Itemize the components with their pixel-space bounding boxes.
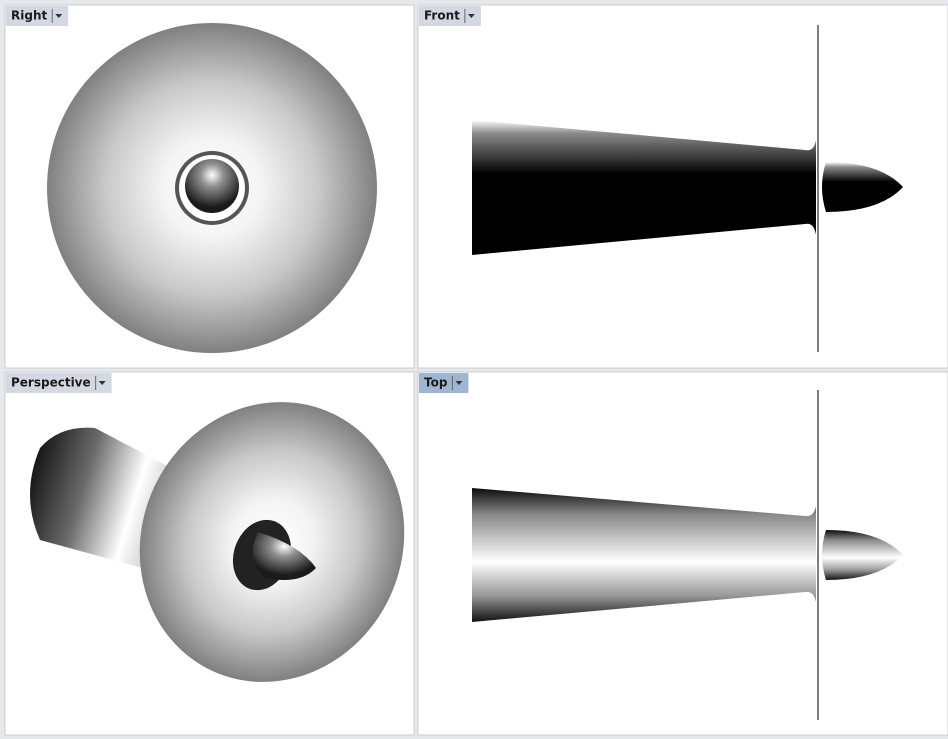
tab-label: Right <box>11 9 47 23</box>
perspective-model <box>30 402 405 682</box>
tab-background <box>419 373 469 393</box>
tab-label: Perspective <box>11 376 91 390</box>
viewport-tab[interactable]: Right <box>6 6 69 26</box>
tab-dropdown-arrow[interactable] <box>98 381 106 385</box>
tab-label: Front <box>424 9 460 23</box>
tab-dropdown-arrow[interactable] <box>55 14 63 18</box>
viewport-tabs: Right Front Perspective Top <box>6 6 481 393</box>
tab-dropdown-arrow[interactable] <box>455 381 463 385</box>
top-model <box>472 390 903 720</box>
tab-label: Top <box>424 376 448 390</box>
tab-dropdown-arrow[interactable] <box>467 14 475 18</box>
viewport-tab[interactable]: Perspective <box>6 373 112 393</box>
viewport-tab[interactable]: Front <box>419 6 481 26</box>
tab-background <box>419 6 481 26</box>
front-model <box>472 25 903 352</box>
tab-background <box>6 373 112 393</box>
right-model <box>47 23 377 353</box>
viewport-tab[interactable]: Top <box>419 373 469 393</box>
